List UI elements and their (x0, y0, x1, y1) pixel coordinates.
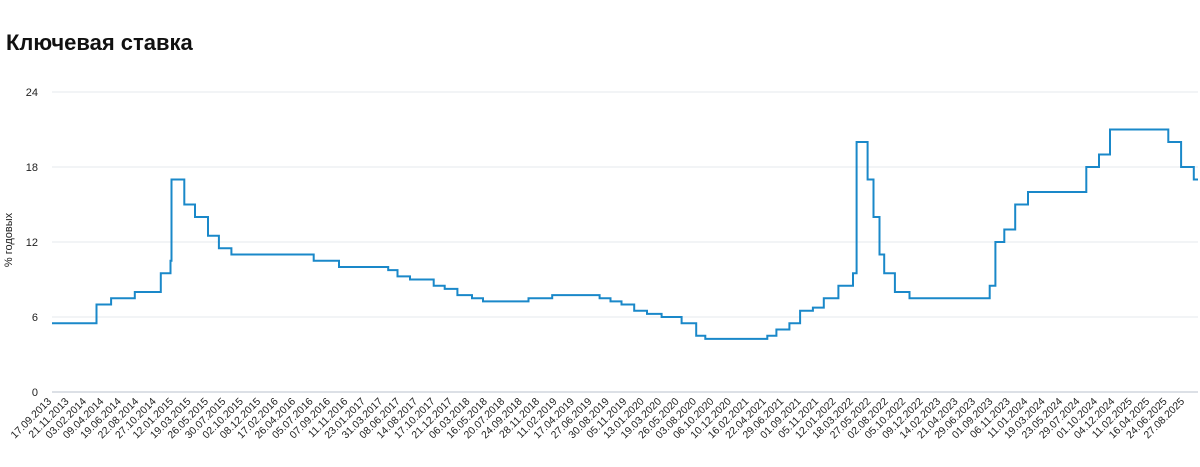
x-axis-ticks: 17.09.201321.11.201303.02.201409.04.2014… (8, 396, 1187, 442)
series-line (52, 128, 1198, 340)
chart-title: Ключевая ставка (6, 30, 193, 55)
y-tick-label: 18 (26, 162, 38, 174)
y-tick-label: 6 (32, 312, 38, 324)
y-axis-label: % годовых (3, 212, 15, 267)
gridlines (52, 91, 1198, 393)
y-tick-label: 12 (26, 237, 38, 249)
y-axis-ticks: 0 6 12 18 24 (26, 87, 38, 399)
y-tick-label: 24 (26, 87, 38, 99)
y-tick-label: 0 (32, 387, 38, 399)
